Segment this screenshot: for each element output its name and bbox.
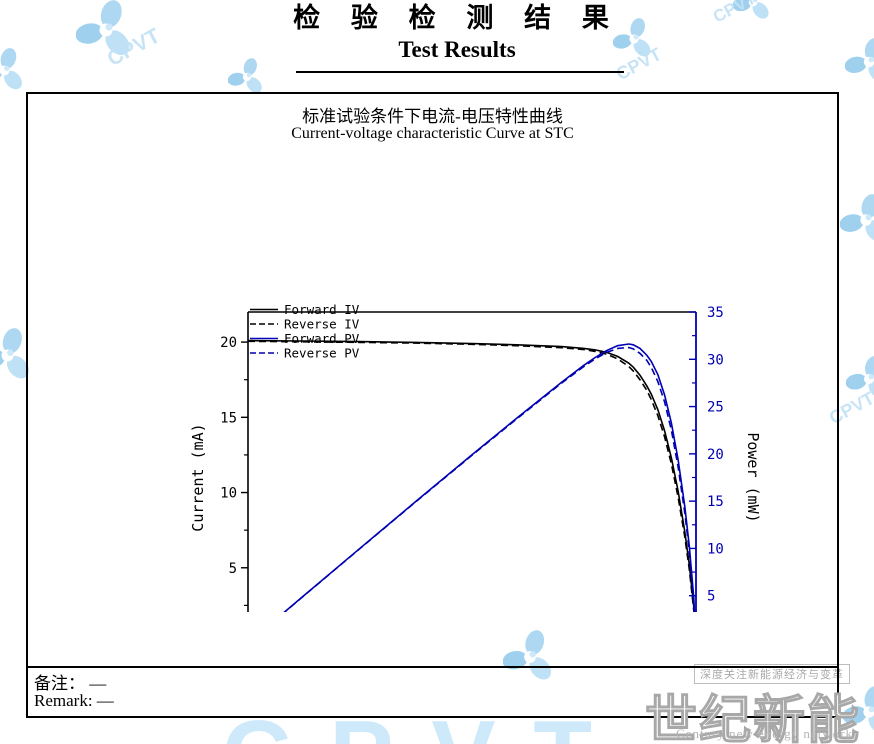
y-left-tick-label: 10: [220, 486, 237, 502]
curve-reverse-iv: [247, 340, 695, 612]
cpvt-watermark-icon: [839, 194, 874, 246]
legend-label: Reverse IV: [284, 317, 360, 332]
page-title-zh: 检 验 检 测 结 果: [293, 3, 621, 33]
iv-pv-chart: 051015200.00.51.01.52.005101520253035Cur…: [189, 302, 762, 612]
remark-section: 备注： — Remark: —: [28, 666, 837, 716]
remark-label-zh-text: 备注：: [34, 674, 85, 693]
curve-forward-iv: [247, 339, 695, 612]
remark-value-zh: —: [89, 674, 107, 693]
legend-label: Reverse PV: [284, 346, 360, 361]
y-right-tick-label: 25: [707, 400, 724, 416]
y-right-tick-label: 5: [707, 589, 715, 605]
remark-value-en: —: [96, 691, 114, 710]
chart-title-zh: 标准试验条件下电流-电压特性曲线: [302, 107, 563, 126]
chart-title-en: Current-voltage characteristic Curve at …: [291, 125, 574, 142]
y-right-axis-title: Power (mW): [744, 432, 762, 522]
y-left-tick-label: 15: [220, 410, 237, 426]
page-header: 检 验 检 测 结 果 Test Results: [40, 2, 874, 64]
header-underline: [296, 71, 624, 73]
cpvt-watermark-icon: [842, 686, 874, 738]
remark-label-zh: 备注： —: [34, 669, 106, 694]
page-title-en: Test Results: [398, 37, 516, 62]
y-right-tick-label: 20: [707, 447, 724, 463]
report-frame: 标准试验条件下电流-电压特性曲线 Current-voltage charact…: [26, 92, 839, 718]
y-left-tick-label: 5: [229, 561, 237, 577]
cpvt-watermark-icon: [0, 48, 27, 93]
y-right-tick-label: 10: [707, 541, 724, 557]
y-right-tick-label: 15: [707, 494, 724, 510]
y-right-tick-label: 35: [707, 305, 724, 321]
remark-label-en: Remark: —: [34, 691, 114, 711]
site-watermark-banner: 深度关注新能源经济与变革: [694, 664, 850, 684]
legend-label: Forward PV: [284, 331, 360, 346]
legend-label: Forward IV: [284, 302, 360, 317]
y-left-tick-label: 20: [220, 335, 237, 351]
curve-reverse-pv: [283, 346, 696, 612]
remark-label-en-text: Remark:: [34, 691, 93, 710]
curve-forward-pv: [283, 343, 696, 612]
y-left-axis-title: Current (mA): [189, 423, 207, 531]
site-watermark-subtitle: Century new energy network: [676, 726, 854, 741]
cpvt-watermark-icon: [845, 356, 874, 402]
y-right-tick-label: 30: [707, 352, 724, 368]
